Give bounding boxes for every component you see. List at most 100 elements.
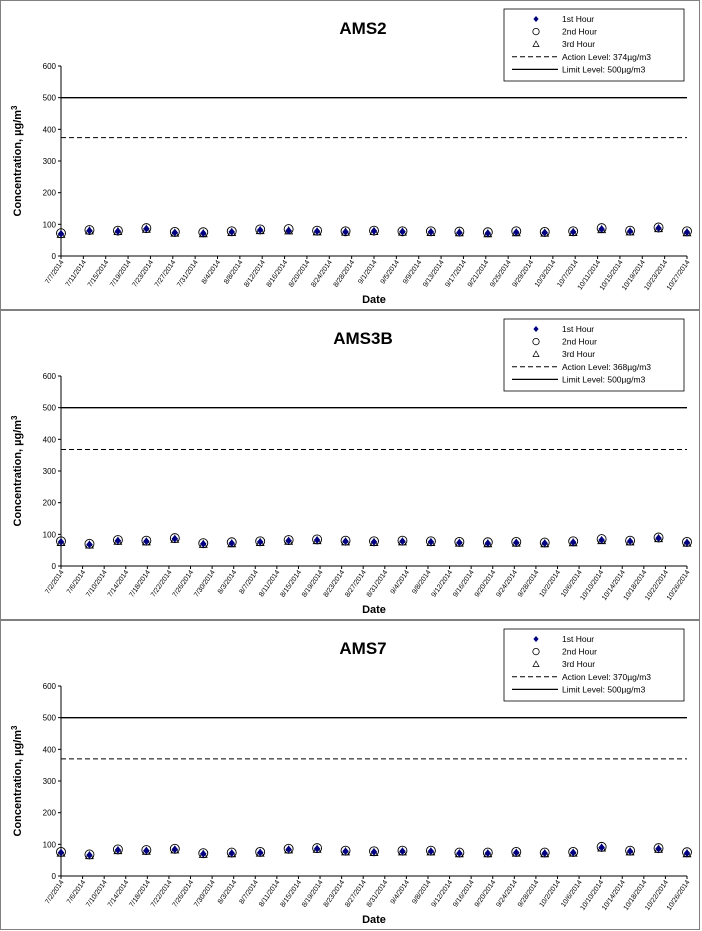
x-tick-label: 9/16/2014: [452, 569, 476, 599]
x-tick-label: 9/25/2014: [489, 259, 513, 289]
x-tick-label: 7/14/2014: [107, 879, 131, 909]
x-tick-label: 8/24/2014: [310, 259, 334, 289]
data-point-diamond: [114, 536, 122, 545]
y-tick-label: 100: [43, 840, 57, 849]
x-tick-label: 9/28/2014: [517, 569, 541, 599]
data-point-diamond: [143, 224, 150, 233]
data-point-diamond: [171, 534, 179, 543]
legend-diamond-icon: [533, 16, 539, 22]
y-tick-label: 600: [43, 682, 57, 691]
data-point-diamond: [512, 228, 520, 237]
x-tick-label: 8/23/2014: [323, 569, 347, 599]
x-tick-label: 7/26/2014: [172, 569, 196, 599]
x-tick-label: 7/18/2014: [128, 879, 152, 909]
x-tick-label: 8/3/2014: [217, 879, 238, 905]
x-tick-label: 10/26/2014: [666, 569, 692, 602]
data-point-diamond: [313, 536, 321, 544]
data-point-diamond: [598, 536, 605, 544]
legend-circle-icon: [532, 337, 540, 346]
y-tick-label: 600: [43, 372, 57, 381]
x-tick-label: 8/31/2014: [366, 569, 390, 599]
data-point-diamond: [683, 538, 691, 547]
data-point-diamond: [285, 845, 292, 854]
y-tick-label: 0: [52, 562, 57, 571]
x-tick-label: 8/15/2014: [279, 569, 303, 599]
y-tick-label: 600: [43, 62, 57, 71]
data-point-diamond: [683, 228, 691, 237]
x-tick-label: 9/4/2014: [390, 569, 411, 595]
legend-marker-triangle: [532, 40, 540, 47]
y-tick-label: 200: [43, 809, 57, 818]
legend-triangle-icon: [532, 660, 540, 667]
chart-panel-ams7: AMS7 Concentration, µg/m3 0 100 200 300 400 500…: [0, 620, 700, 930]
x-tick-label: 7/7/2014: [44, 259, 65, 285]
x-tick-label: 9/17/2014: [444, 259, 468, 289]
x-axis-title: Date: [362, 914, 386, 926]
data-point-diamond: [484, 539, 492, 548]
y-tick-label: 500: [43, 714, 57, 723]
x-tick-label: 9/12/2014: [431, 569, 455, 599]
x-tick-label: 9/9/2014: [402, 259, 423, 285]
chart-title: AMS2: [339, 19, 386, 38]
x-tick-label: 10/6/2014: [560, 569, 584, 599]
data-point-diamond: [569, 538, 577, 547]
legend-marker-triangle: [532, 660, 540, 667]
x-tick-label: 8/23/2014: [323, 879, 347, 909]
data-point-diamond: [427, 538, 435, 546]
x-tick-label: 8/7/2014: [239, 569, 260, 595]
legend-entry-label: Limit Level: 500µg/m3: [562, 684, 646, 694]
legend-entry-label: 3rd Hour: [562, 39, 595, 49]
data-point-diamond: [626, 537, 634, 546]
y-tick-label: 300: [43, 467, 57, 476]
x-tick-label: 9/24/2014: [495, 569, 519, 599]
data-point-diamond: [86, 851, 93, 859]
data-point-diamond: [399, 227, 406, 236]
data-point-diamond: [370, 538, 378, 546]
x-tick-label: 8/27/2014: [344, 569, 368, 599]
data-point-diamond: [256, 848, 264, 857]
x-tick-label: 9/13/2014: [422, 259, 446, 289]
data-point-diamond: [199, 539, 207, 548]
data-point-diamond: [370, 848, 378, 856]
legend-marker-circle: [532, 337, 540, 346]
x-tick-label: 8/11/2014: [258, 569, 281, 598]
legend-marker-diamond: [533, 16, 539, 22]
x-tick-label: 9/28/2014: [517, 879, 541, 909]
data-point-diamond: [342, 537, 349, 546]
data-point-diamond: [456, 538, 463, 547]
x-tick-label: 8/12/2014: [243, 259, 267, 289]
legend-entry-label: 3rd Hour: [562, 659, 595, 669]
x-tick-label: 8/7/2014: [239, 879, 260, 905]
data-point-diamond: [655, 844, 662, 853]
data-point-diamond: [427, 847, 435, 856]
data-point-diamond: [370, 227, 378, 235]
legend-entry-label: 2nd Hour: [562, 337, 597, 347]
y-tick-label: 0: [52, 252, 57, 261]
data-point-diamond: [598, 843, 605, 852]
x-tick-label: 7/6/2014: [66, 569, 87, 595]
x-tick-label: 10/26/2014: [666, 879, 692, 912]
data-point-diamond: [456, 849, 463, 858]
legend-entry-label: Action Level: 368µg/m3: [562, 362, 651, 372]
x-tick-label: 8/3/2014: [217, 569, 238, 595]
legend-entry-label: Limit Level: 500µg/m3: [562, 374, 646, 384]
x-tick-label: 7/2/2014: [44, 569, 65, 595]
x-tick-label: 7/30/2014: [193, 879, 217, 909]
data-point-diamond: [114, 227, 122, 236]
data-point-diamond: [313, 227, 321, 236]
data-point-diamond: [512, 538, 520, 547]
x-tick-label: 8/28/2014: [333, 259, 357, 289]
x-tick-label: 9/24/2014: [495, 879, 519, 909]
legend-entry-label: 2nd Hour: [562, 27, 597, 37]
data-point-diamond: [342, 847, 349, 856]
legend-diamond-icon: [533, 326, 539, 332]
data-point-diamond: [171, 228, 179, 237]
y-tick-label: 100: [43, 530, 57, 539]
data-point-diamond: [57, 229, 65, 238]
x-tick-label: 8/8/2014: [223, 259, 244, 285]
y-axis-title-superscript: 3: [10, 725, 19, 730]
data-point-diamond: [512, 848, 520, 857]
data-point-diamond: [569, 848, 577, 857]
data-point-diamond: [541, 849, 549, 858]
y-axis-title: Concentration, µg/m3: [10, 105, 25, 217]
